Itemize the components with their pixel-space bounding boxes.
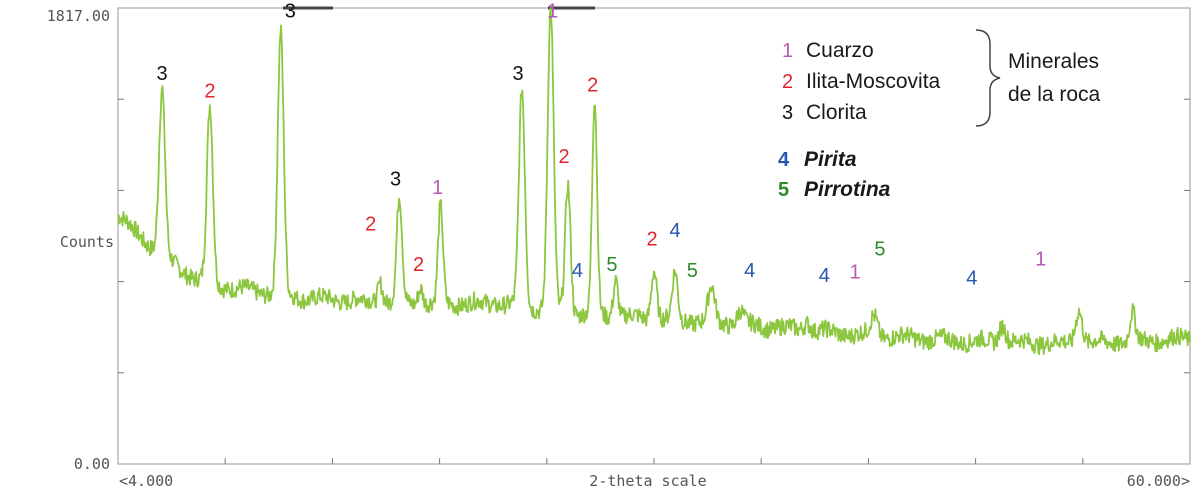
legend-label-clorita: Clorita	[806, 101, 867, 124]
legend-label-pirrotina: Pirrotina	[804, 178, 891, 201]
peak-label: 5	[687, 260, 698, 282]
x-min-label: <4.000	[119, 472, 173, 490]
peak-label: 4	[819, 265, 830, 287]
plot-frame	[117, 7, 1191, 465]
peak-label: 5	[606, 254, 617, 276]
legend-num-3: 3	[782, 102, 793, 124]
peak-label: 4	[572, 260, 583, 282]
legend-num-5: 5	[778, 179, 789, 201]
legend-num-1: 1	[782, 40, 793, 62]
peak-label: 1	[432, 177, 443, 199]
legend: 1 Cuarzo 2 Ilita-Moscovita 3 Clorita 4 P…	[778, 29, 1101, 201]
legend-num-4: 4	[778, 149, 790, 171]
diffraction-line	[117, 7, 1191, 356]
x-max-label: 60.000>	[1127, 472, 1190, 490]
x-axis-label: 2-theta scale	[589, 472, 706, 490]
legend-brace	[975, 29, 1001, 127]
peak-label: 3	[156, 63, 167, 85]
peak-label: 4	[744, 260, 755, 282]
legend-num-2: 2	[782, 71, 793, 93]
y-max-label: 1817.00	[47, 7, 110, 25]
peak-label: 3	[513, 63, 524, 85]
y-axis-label: Counts	[60, 233, 114, 251]
peak-label: 2	[647, 229, 658, 251]
series-group	[117, 7, 1191, 356]
peak-label: 2	[365, 214, 376, 236]
legend-label-ilita: Ilita-Moscovita	[806, 70, 941, 93]
legend-label-pirita: Pirita	[804, 148, 857, 171]
peak-label: 1	[1035, 249, 1046, 271]
peak-label: 3	[285, 0, 296, 22]
legend-group-label-2: de la roca	[1008, 83, 1101, 106]
peak-label: 1	[849, 261, 860, 283]
peak-label: 2	[413, 254, 424, 276]
legend-group-label-1: Minerales	[1008, 50, 1099, 73]
peak-label: 2	[204, 81, 215, 103]
peak-label: 2	[587, 74, 598, 96]
peak-label: 5	[874, 239, 885, 261]
axis-ticks	[118, 98, 1190, 464]
peak-label: 2	[558, 146, 569, 168]
peak-label: 4	[966, 268, 977, 290]
peak-label: 3	[390, 168, 401, 190]
y-min-label: 0.00	[74, 455, 110, 473]
legend-label-cuarzo: Cuarzo	[806, 39, 874, 62]
peak-label: 1	[547, 0, 558, 22]
peak-label: 4	[669, 220, 680, 242]
